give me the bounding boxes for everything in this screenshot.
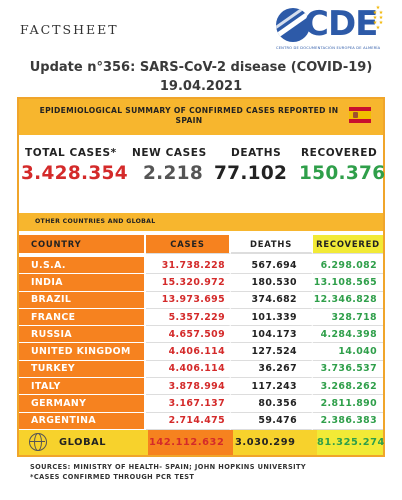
summary-panel: EPIDEMIOLOGICAL SUMMARY OF CONFIRMED CAS…: [17, 97, 385, 457]
logo-text: CDE: [304, 4, 378, 44]
country-name: UNITED KINGDOM: [19, 343, 146, 361]
country-deaths: 36.267: [231, 360, 313, 379]
logo-emblem-icon: [276, 8, 310, 42]
country-cases: 4.406.114: [146, 343, 231, 361]
country-recovered: 6.298.082: [313, 257, 383, 275]
table-row: ITALY 3.878.994 117.243 3.268.262: [19, 378, 383, 396]
global-row: GLOBAL 142.112.632 3.030.299 81.325.274: [19, 430, 385, 455]
col-header-cases: CASES: [146, 235, 231, 254]
global-deaths: 3.030.299: [235, 437, 296, 448]
cde-logo: CDE ★ ★ ★ ★ ★ ★ ★ ★ CENTRO DE DOCUMENTACIÓN …: [276, 4, 388, 60]
country-cases: 4.406.114: [146, 360, 231, 379]
country-recovered: 3.268.262: [313, 378, 383, 396]
globe-icon: [29, 433, 47, 451]
country-recovered: 2.811.890: [313, 395, 383, 413]
country-name: ARGENTINA: [19, 412, 146, 430]
country-deaths: 101.339: [231, 308, 313, 327]
table-row: GERMANY 3.167.137 80.356 2.811.890: [19, 395, 383, 413]
country-name: INDIA: [19, 274, 146, 292]
table-row: RUSSIA 4.657.509 104.173 4.284.398: [19, 326, 383, 344]
country-deaths: 59.476: [231, 412, 313, 430]
country-deaths: 567.694: [231, 257, 313, 275]
col-header-recovered: RECOVERED: [313, 235, 383, 254]
table-row: TURKEY 4.406.114 36.267 3.736.537: [19, 360, 383, 379]
spain-banner: EPIDEMIOLOGICAL SUMMARY OF CONFIRMED CAS…: [19, 99, 383, 135]
country-name: ITALY: [19, 378, 146, 396]
footer-sources: SOURCES: MINISTRY OF HEALTH- SPAIN; JOHN…: [30, 463, 307, 471]
country-deaths: 180.530: [231, 274, 313, 292]
country-name: RUSSIA: [19, 326, 146, 344]
deaths-label: DEATHS: [231, 147, 282, 159]
country-name: U.S.A.: [19, 257, 146, 275]
recovered-label: RECOVERED: [301, 147, 378, 159]
col-header-deaths: DEATHS: [231, 235, 313, 254]
table-header: COUNTRY CASES DEATHS RECOVERED: [19, 235, 383, 254]
country-deaths: 117.243: [231, 378, 313, 396]
global-recovered: 81.325.274: [317, 437, 385, 448]
update-title: Update n°356: SARS-CoV-2 disease (COVID-…: [29, 60, 373, 94]
country-name: FRANCE: [19, 308, 146, 327]
table-row: BRAZIL 13.973.695 374.682 12.346.828: [19, 291, 383, 309]
country-cases: 13.973.695: [146, 291, 231, 309]
country-name: GERMANY: [19, 395, 146, 413]
banner-title: EPIDEMIOLOGICAL SUMMARY OF CONFIRMED CAS…: [39, 106, 339, 125]
country-cases: 2.714.475: [146, 412, 231, 430]
new-cases-value: 2.218: [143, 163, 204, 184]
new-cases-label: NEW CASES: [132, 147, 207, 159]
country-recovered: 12.346.828: [313, 291, 383, 309]
col-header-country: COUNTRY: [19, 235, 146, 254]
table-row: UNITED KINGDOM 4.406.114 127.524 14.040: [19, 343, 383, 361]
logo-subtitle: CENTRO DE DOCUMENTACIÓN EUROPEA DE ALMER…: [276, 46, 381, 50]
country-cases: 3.167.137: [146, 395, 231, 413]
other-countries-label: OTHER COUNTRIES AND GLOBAL: [35, 218, 156, 225]
recovered-value: 150.376: [299, 163, 386, 184]
total-cases-value: 3.428.354: [21, 163, 128, 184]
country-recovered: 2.386.383: [313, 412, 383, 430]
footer-note: *CASES CONFIRMED THROUGH PCR TEST: [30, 473, 195, 481]
eu-stars-icon: ★ ★ ★ ★ ★ ★ ★ ★: [372, 5, 384, 31]
footer: SOURCES: MINISTRY OF HEALTH- SPAIN; JOHN…: [30, 462, 306, 482]
country-cases: 4.657.509: [146, 326, 231, 344]
table-row: U.S.A. 31.738.228 567.694 6.298.082: [19, 257, 383, 275]
spain-flag-icon: [349, 107, 371, 123]
deaths-value: 77.102: [214, 163, 288, 184]
factsheet-label: FACTSHEET: [20, 22, 119, 37]
country-recovered: 328.718: [313, 308, 383, 327]
global-cases: 142.112.632: [149, 437, 225, 448]
country-recovered: 14.040: [313, 343, 383, 361]
country-recovered: 13.108.565: [313, 274, 383, 292]
total-cases-label: TOTAL CASES*: [25, 147, 117, 159]
table-row: ARGENTINA 2.714.475 59.476 2.386.383: [19, 412, 383, 430]
country-name: TURKEY: [19, 360, 146, 379]
country-name: BRAZIL: [19, 291, 146, 309]
global-label: GLOBAL: [59, 437, 107, 448]
table-row: FRANCE 5.357.229 101.339 328.718: [19, 308, 383, 327]
country-deaths: 374.682: [231, 291, 313, 309]
country-cases: 31.738.228: [146, 257, 231, 275]
country-cases: 5.357.229: [146, 308, 231, 327]
other-countries-band: OTHER COUNTRIES AND GLOBAL: [19, 213, 383, 231]
country-recovered: 3.736.537: [313, 360, 383, 379]
country-deaths: 104.173: [231, 326, 313, 344]
table-row: INDIA 15.320.972 180.530 13.108.565: [19, 274, 383, 292]
country-deaths: 127.524: [231, 343, 313, 361]
country-cases: 3.878.994: [146, 378, 231, 396]
country-recovered: 4.284.398: [313, 326, 383, 344]
country-deaths: 80.356: [231, 395, 313, 413]
country-cases: 15.320.972: [146, 274, 231, 292]
countries-table: COUNTRY CASES DEATHS RECOVERED U.S.A. 31…: [19, 235, 383, 430]
